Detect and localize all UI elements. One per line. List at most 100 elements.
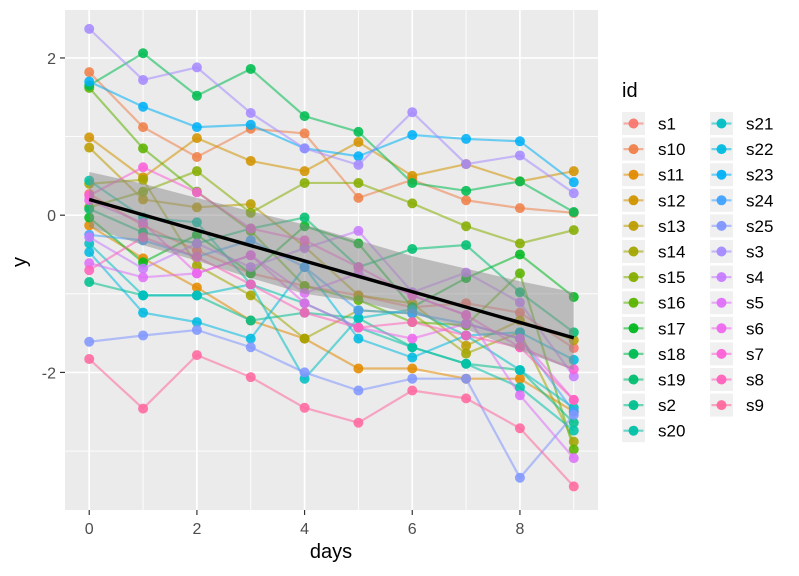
legend-item-s7: s7	[710, 342, 764, 366]
legend-label-s19: s19	[658, 371, 685, 390]
data-point	[191, 166, 202, 177]
legend-label-s1: s1	[658, 115, 676, 134]
legend-item-s10: s10	[622, 137, 685, 161]
data-point	[245, 107, 256, 118]
legend-key-point	[628, 400, 639, 411]
data-point	[514, 382, 525, 393]
legend-item-s13: s13	[622, 214, 685, 238]
legend-label-s6: s6	[746, 319, 764, 338]
legend-label-s11: s11	[658, 166, 684, 185]
data-point	[353, 126, 364, 137]
data-point	[138, 162, 149, 173]
data-point	[191, 187, 202, 198]
legend-item-s25: s25	[710, 214, 773, 238]
legend-item-s6: s6	[710, 316, 764, 340]
legend-key-point	[628, 323, 639, 334]
data-point	[299, 402, 310, 413]
data-point	[568, 188, 579, 199]
data-point	[514, 176, 525, 187]
series-s3-line	[88, 28, 575, 195]
data-point	[353, 385, 364, 396]
legend-key-point	[716, 374, 727, 385]
data-point	[407, 177, 418, 188]
legend-item-s16: s16	[622, 291, 685, 315]
series-s21-line	[88, 242, 575, 409]
data-point	[353, 225, 364, 236]
data-point	[514, 390, 525, 401]
data-point	[84, 354, 95, 365]
data-point	[84, 23, 95, 34]
data-point	[514, 472, 525, 483]
legend-item-s23: s23	[710, 163, 773, 187]
data-point	[138, 122, 149, 133]
data-point	[245, 290, 256, 301]
data-point	[191, 317, 202, 328]
legend-item-s8: s8	[710, 368, 764, 391]
data-point	[191, 62, 202, 73]
legend-label-s10: s10	[658, 140, 685, 159]
series-s25-points	[84, 324, 579, 483]
data-point	[568, 417, 579, 428]
legend-key-point	[628, 348, 639, 359]
legend-label-s8: s8	[746, 371, 764, 390]
data-point	[84, 265, 95, 276]
data-point	[568, 444, 579, 455]
legend-label-s22: s22	[746, 140, 773, 159]
data-point	[461, 373, 472, 384]
data-point	[245, 333, 256, 344]
data-point	[84, 232, 95, 243]
data-point	[245, 63, 256, 74]
legend-label-s21: s21	[746, 115, 773, 134]
legend-key-point	[628, 195, 639, 206]
data-point	[191, 133, 202, 144]
data-point	[191, 90, 202, 101]
legend-label-s2: s2	[658, 396, 676, 415]
series-s25-line	[89, 328, 575, 480]
y-tick-label-0: 0	[47, 208, 56, 225]
legend-label-s25: s25	[746, 217, 773, 236]
data-point	[353, 417, 364, 428]
data-point	[138, 101, 149, 112]
data-point	[138, 174, 149, 185]
data-point	[138, 48, 149, 59]
legend-item-s21: s21	[710, 112, 773, 135]
data-point	[299, 298, 310, 309]
data-point	[299, 111, 310, 122]
data-point	[461, 195, 472, 206]
legend-label-s24: s24	[746, 191, 773, 210]
data-point	[84, 142, 95, 153]
data-point	[138, 307, 149, 318]
data-point	[461, 133, 472, 144]
data-point	[568, 177, 579, 188]
legend-label-s18: s18	[658, 345, 685, 364]
data-point	[461, 358, 472, 369]
data-point	[84, 258, 95, 269]
data-point	[84, 247, 95, 258]
legend-key-point	[716, 400, 727, 411]
data-point	[299, 307, 310, 318]
data-point	[138, 272, 149, 283]
data-point	[407, 352, 418, 363]
series-s9-points	[84, 350, 579, 492]
data-point	[138, 74, 149, 85]
legend-label-s13: s13	[658, 217, 685, 236]
x-tick-label-4: 4	[300, 521, 309, 538]
axes: 0 2 4 6 8 2 0 -2	[42, 51, 525, 538]
data-point	[191, 324, 202, 335]
data-point	[353, 313, 364, 324]
legend-label-s20: s20	[658, 422, 685, 441]
data-point	[568, 425, 579, 436]
legend-key-point	[716, 220, 727, 231]
data-point	[299, 128, 310, 139]
data-point	[568, 394, 579, 405]
data-point	[514, 238, 525, 249]
legend-key-point	[628, 118, 639, 129]
data-point	[461, 185, 472, 196]
data-point	[353, 305, 364, 316]
data-point	[191, 350, 202, 361]
data-point	[461, 159, 472, 170]
legend-label-s5: s5	[746, 294, 764, 313]
data-point	[407, 373, 418, 384]
x-axis-title: days	[310, 541, 352, 563]
data-point	[299, 143, 310, 154]
